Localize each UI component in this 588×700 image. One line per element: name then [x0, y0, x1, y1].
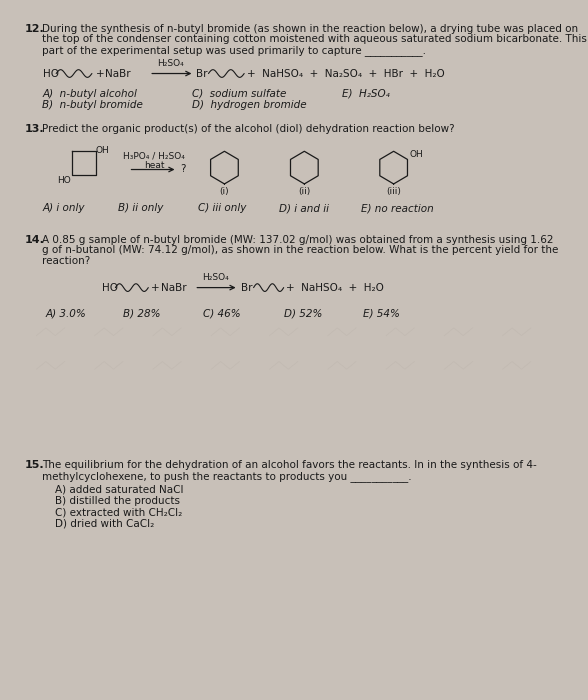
Text: +  NaHSO₄  +  H₂O: + NaHSO₄ + H₂O [286, 283, 385, 293]
Text: 15.: 15. [25, 461, 45, 470]
Text: heat: heat [143, 161, 164, 170]
Text: Br: Br [196, 69, 208, 78]
Text: H₃PO₄ / H₂SO₄: H₃PO₄ / H₂SO₄ [123, 151, 185, 160]
Text: A) i only: A) i only [42, 203, 85, 213]
Text: A 0.85 g sample of n-butyl bromide (MW: 137.02 g/mol) was obtained from a synthe: A 0.85 g sample of n-butyl bromide (MW: … [42, 234, 553, 245]
Text: C) 46%: C) 46% [203, 309, 240, 318]
Text: 12.: 12. [25, 24, 45, 34]
Text: +: + [151, 283, 160, 293]
Text: A)  n-butyl alcohol: A) n-butyl alcohol [42, 89, 137, 99]
Text: +  NaHSO₄  +  Na₂SO₄  +  HBr  +  H₂O: + NaHSO₄ + Na₂SO₄ + HBr + H₂O [247, 69, 445, 78]
Text: part of the experimental setup was used primarily to capture ___________.: part of the experimental setup was used … [42, 45, 426, 55]
Text: B) distilled the products: B) distilled the products [55, 496, 181, 506]
Text: reaction?: reaction? [42, 256, 91, 266]
Text: +: + [96, 69, 104, 78]
Text: C)  sodium sulfate: C) sodium sulfate [192, 89, 286, 99]
Text: D) i and ii: D) i and ii [279, 203, 329, 213]
Text: NaBr: NaBr [105, 69, 131, 78]
Text: E) 54%: E) 54% [363, 309, 399, 318]
Text: E) no reaction: E) no reaction [361, 203, 433, 213]
Text: 13.: 13. [25, 125, 45, 134]
Text: D) 52%: D) 52% [283, 309, 322, 318]
Text: HO: HO [43, 69, 59, 78]
Text: E)  H₂SO₄: E) H₂SO₄ [342, 89, 390, 99]
Text: A) 3.0%: A) 3.0% [46, 309, 86, 318]
Text: The equilibrium for the dehydration of an alcohol favors the reactants. In in th: The equilibrium for the dehydration of a… [42, 461, 537, 470]
Text: C) extracted with CH₂Cl₂: C) extracted with CH₂Cl₂ [55, 508, 182, 517]
Text: Predict the organic product(s) of the alcohol (diol) dehydration reaction below?: Predict the organic product(s) of the al… [42, 125, 455, 134]
Text: HO: HO [57, 176, 71, 186]
Text: Br: Br [241, 283, 253, 293]
Text: NaBr: NaBr [161, 283, 186, 293]
Text: B) ii only: B) ii only [118, 203, 163, 213]
Text: C) iii only: C) iii only [198, 203, 246, 213]
Text: (i): (i) [220, 187, 229, 196]
Text: (iii): (iii) [386, 187, 401, 196]
Text: g of n-butanol (MW: 74.12 g/mol), as shown in the reaction below. What is the pe: g of n-butanol (MW: 74.12 g/mol), as sho… [42, 246, 559, 256]
Text: H₂SO₄: H₂SO₄ [157, 60, 183, 69]
Text: A) added saturated NaCl: A) added saturated NaCl [55, 484, 183, 494]
Text: 14.: 14. [25, 234, 45, 245]
Text: the top of the condenser containing cotton moistened with aqueous saturated sodi: the top of the condenser containing cott… [42, 34, 587, 44]
Text: methylcyclohexene, to push the reactants to products you ___________.: methylcyclohexene, to push the reactants… [42, 471, 412, 482]
Text: B) 28%: B) 28% [123, 309, 161, 318]
Text: OH: OH [410, 150, 423, 160]
Text: D)  hydrogen bromide: D) hydrogen bromide [192, 100, 306, 111]
Text: B)  n-butyl bromide: B) n-butyl bromide [42, 100, 143, 111]
Text: (ii): (ii) [298, 187, 310, 196]
Text: OH: OH [96, 146, 109, 155]
Text: ?: ? [181, 164, 186, 174]
Text: D) dried with CaCl₂: D) dried with CaCl₂ [55, 519, 155, 529]
Text: H₂SO₄: H₂SO₄ [202, 274, 229, 283]
Text: HO: HO [102, 283, 118, 293]
Text: During the synthesis of n-butyl bromide (as shown in the reaction below), a dryi: During the synthesis of n-butyl bromide … [42, 24, 578, 34]
